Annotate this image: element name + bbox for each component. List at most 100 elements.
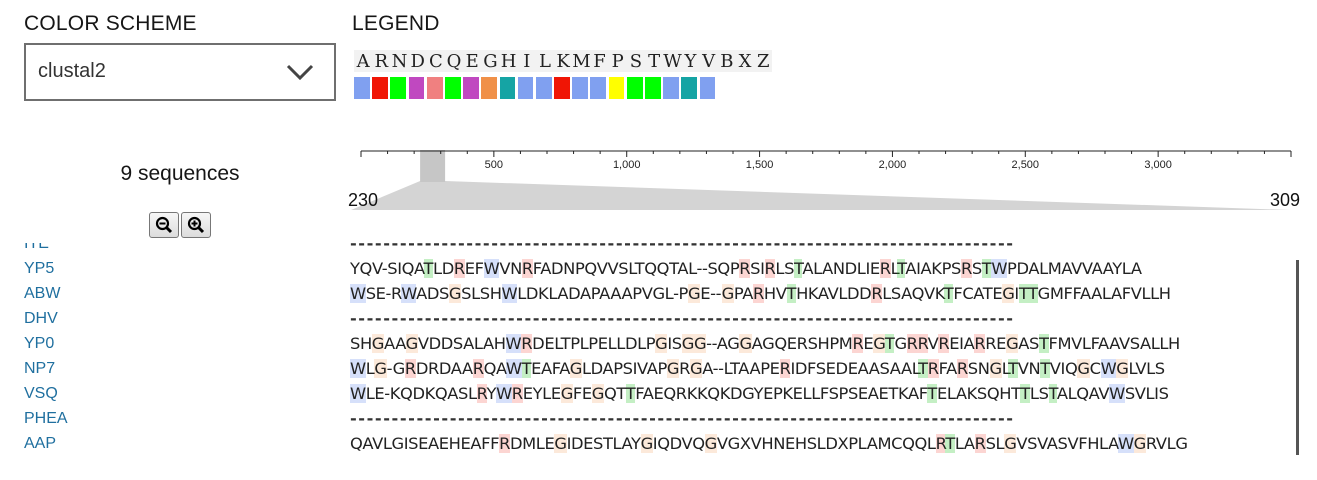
residue: A [802,259,814,278]
residue: T [730,359,739,378]
color-scheme-select[interactable]: clustal2 [24,43,336,101]
zoom-funnel [351,181,1291,210]
residue: L [1067,384,1077,403]
residue: L [471,284,480,303]
sequence-name[interactable]: NP7 [24,360,56,377]
residue: R [521,259,533,278]
residue: I [959,334,964,353]
residue: T [560,334,571,353]
residue: - [711,334,718,353]
residue: Q [434,384,448,403]
residue: S [618,259,629,278]
residue: E [653,384,664,403]
residue: T [521,359,532,378]
residue: G [374,359,387,378]
residue: T [634,259,645,278]
residue: T [1018,284,1029,303]
residue: E [700,284,711,303]
viewport-selection[interactable] [420,150,446,182]
legend-letter: G [483,50,498,72]
legend-letter: F [593,50,606,72]
sequence-name[interactable]: VSQ [24,385,58,402]
residue: A [1091,259,1104,278]
color-scheme-value: clustal2 [38,60,106,82]
residue: L [1145,384,1155,403]
residue: K [782,384,793,403]
sequence-name[interactable]: DHV [24,310,58,327]
residue: T [625,384,636,403]
legend-swatch [608,77,625,99]
sequence-name[interactable]: ITE [24,243,49,252]
residue: L [856,259,866,278]
legend-swatch [372,77,388,99]
residue: E [583,434,593,453]
residue: F [807,359,816,378]
residue: A [973,284,983,303]
residue: K [424,384,436,403]
residue: F [572,384,582,403]
residue: L [857,434,867,453]
residue: R [974,334,986,353]
residue: R [404,359,416,378]
residue: S [1158,384,1169,403]
residue: P [588,334,598,353]
sequence-name[interactable]: YP0 [24,335,55,352]
residue: F [474,259,484,278]
sequence-name[interactable]: AAP [24,435,57,452]
residue: T [669,259,678,278]
legend-letter: N [391,50,408,72]
residue: Q [644,259,657,278]
legend-label: LEGEND [352,12,440,35]
residue: F [819,384,829,403]
residue: E [531,359,542,378]
alignment-scrollbar[interactable] [1296,260,1299,455]
residue: L [1101,284,1111,303]
residue: S [806,434,817,453]
sequence-name[interactable]: YP5 [24,260,55,277]
residue: - [701,259,708,278]
residue: A [599,284,611,303]
residue: A [901,284,912,303]
residue: R [779,359,791,378]
residue: R [956,359,968,378]
residue: P [570,334,580,353]
residue: R [1145,434,1156,453]
chevron-down-icon [286,64,314,80]
residue: S [971,259,982,278]
residue: A [1018,334,1030,353]
residue: M [1047,259,1062,278]
residue: A [541,359,552,378]
legend-swatch [699,77,716,99]
residue: V [924,284,935,303]
residue: C [1089,359,1101,378]
residue: W [401,284,417,303]
residue: F [490,434,500,453]
alignment-row: ----------------------------------------… [350,409,1015,428]
residue: I [667,334,672,353]
residue: A [751,334,763,353]
zoom-in-button[interactable] [181,212,211,238]
residue: R [499,434,510,453]
legend-swatch [572,77,589,99]
residue: Q [707,384,720,403]
residue: F [1121,284,1131,303]
residue: H [489,284,502,303]
ruler-tick-label: 1,000 [613,159,641,171]
sequence-name[interactable]: ABW [24,285,61,302]
residue: L [1121,259,1131,278]
residue: V [1118,334,1130,353]
zoom-out-button[interactable] [149,212,179,238]
alignment-view[interactable]: ----------------------------------------… [350,243,1304,468]
residue: P [574,259,585,278]
residue: A [867,384,879,403]
residue: P [613,359,623,378]
residue: A [1108,434,1118,453]
residue: Q [656,259,670,278]
residue: A [920,259,932,278]
sequence-name[interactable]: PHEA [24,410,68,427]
legend-letter: W [663,50,682,72]
position-ruler[interactable]: 500 1,000 1,500 2,000 2,500 3,000 [348,140,1308,220]
alignment-row: ----------------------------------------… [350,243,1015,253]
residue: A [749,359,761,378]
